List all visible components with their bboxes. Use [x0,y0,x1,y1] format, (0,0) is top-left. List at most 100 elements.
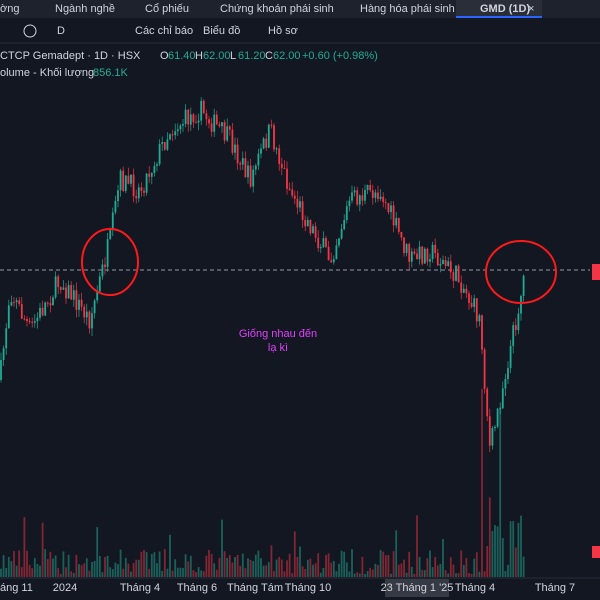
candle-body [260,148,262,154]
time-label: Tháng 11 [0,582,33,594]
candle-body [88,311,91,329]
tab[interactable]: Ngành nghề [55,3,115,15]
volume-bar [98,555,101,577]
candle-body [67,285,70,299]
candle-body [192,114,195,123]
volume-bar [78,564,80,577]
candle-body [10,302,13,306]
candle-body [210,123,213,132]
volume-bar [473,558,476,577]
volume-bar [109,567,112,577]
volume-bar [2,555,5,577]
add-symbol-icon[interactable] [23,24,37,38]
candle-body [70,285,73,300]
volume-bar [49,551,52,577]
volume-bar [322,568,325,577]
candle-body [473,298,476,307]
volume-bar [158,551,161,577]
candle-body [221,122,223,127]
tab[interactable]: Hàng hóa phái sinh [360,3,455,15]
volume-bar [114,562,117,577]
candle-body [166,139,169,150]
tab[interactable]: Cổ phiếu [145,3,189,15]
volume-bar [452,564,455,577]
volume-bar [244,568,247,577]
candle-body [5,328,8,349]
volume-bar [65,567,67,577]
tab[interactable]: ờng [0,3,19,15]
candle-body [213,114,216,132]
volume-bar [327,553,330,577]
volume-bar [132,563,135,577]
volume-bar [387,555,390,577]
candle-body [197,120,200,123]
volume-bar [317,553,320,577]
candle-body [317,237,320,249]
candle-body [465,288,468,294]
candle-body [358,195,361,205]
candle-body [491,428,494,446]
toolbar-button[interactable]: Hồ sơ [268,25,298,37]
candle-body [46,302,49,304]
toolbar-button[interactable]: D [57,25,65,37]
volume-bar [382,551,385,577]
candle-body [20,303,23,319]
volume-bar [96,527,99,577]
candle-body [39,307,41,318]
toolbar-button[interactable]: Biểu đồ [203,25,240,37]
candle-body [31,321,34,323]
candle-body [143,190,145,193]
volume-bar [384,555,387,577]
volume-bar [234,557,236,577]
volume-bar [509,521,512,577]
volume-bar [192,570,195,577]
candle-body [387,203,390,213]
candle-body [361,195,364,201]
candle-body [132,174,135,197]
volume-bar [148,568,151,577]
candle-body [293,195,296,199]
volume-bar [70,571,73,577]
candle-body [421,246,424,264]
volume-bar [408,551,411,577]
candle-body [384,202,387,204]
volume-bar [512,521,515,577]
tab[interactable]: Chứng khoán phái sinh [220,3,334,15]
volume-bar [291,573,294,577]
candle-body [273,125,275,150]
candle-body [130,174,132,184]
candle-body [83,306,86,318]
candle-body [366,185,369,191]
drawn-circle [485,240,557,304]
volume-bar [275,559,278,577]
tab-close[interactable]: × [528,3,534,15]
volume-bar [15,565,18,577]
change: +0.60 (+0.98%) [302,50,378,62]
tab[interactable]: GMD (1D) [480,3,530,15]
volume-bar [54,555,57,577]
volume-bar [44,549,47,577]
time-label: Tháng 7 [535,582,575,594]
candle-body [18,300,21,304]
volume-bar [46,559,49,577]
candle-body [423,248,426,264]
volume-bar [483,571,486,577]
volume-bar [468,573,470,577]
candle-body [117,190,119,202]
volume-bar [130,571,132,577]
volume-bar [88,570,91,577]
toolbar-button[interactable]: Các chỉ báo [135,25,193,37]
candle-body [270,124,273,126]
volume-bar [358,573,361,577]
candle-body [325,238,327,247]
candle-body [93,300,96,314]
volume-bar [379,549,382,577]
volume-bar [150,553,153,577]
candle-body [403,237,405,254]
time-label: Tháng 6 [177,582,217,594]
candle-body [161,142,164,144]
ohlc-key: H [195,50,203,62]
candle-body [390,205,392,213]
candle-body [338,238,340,246]
